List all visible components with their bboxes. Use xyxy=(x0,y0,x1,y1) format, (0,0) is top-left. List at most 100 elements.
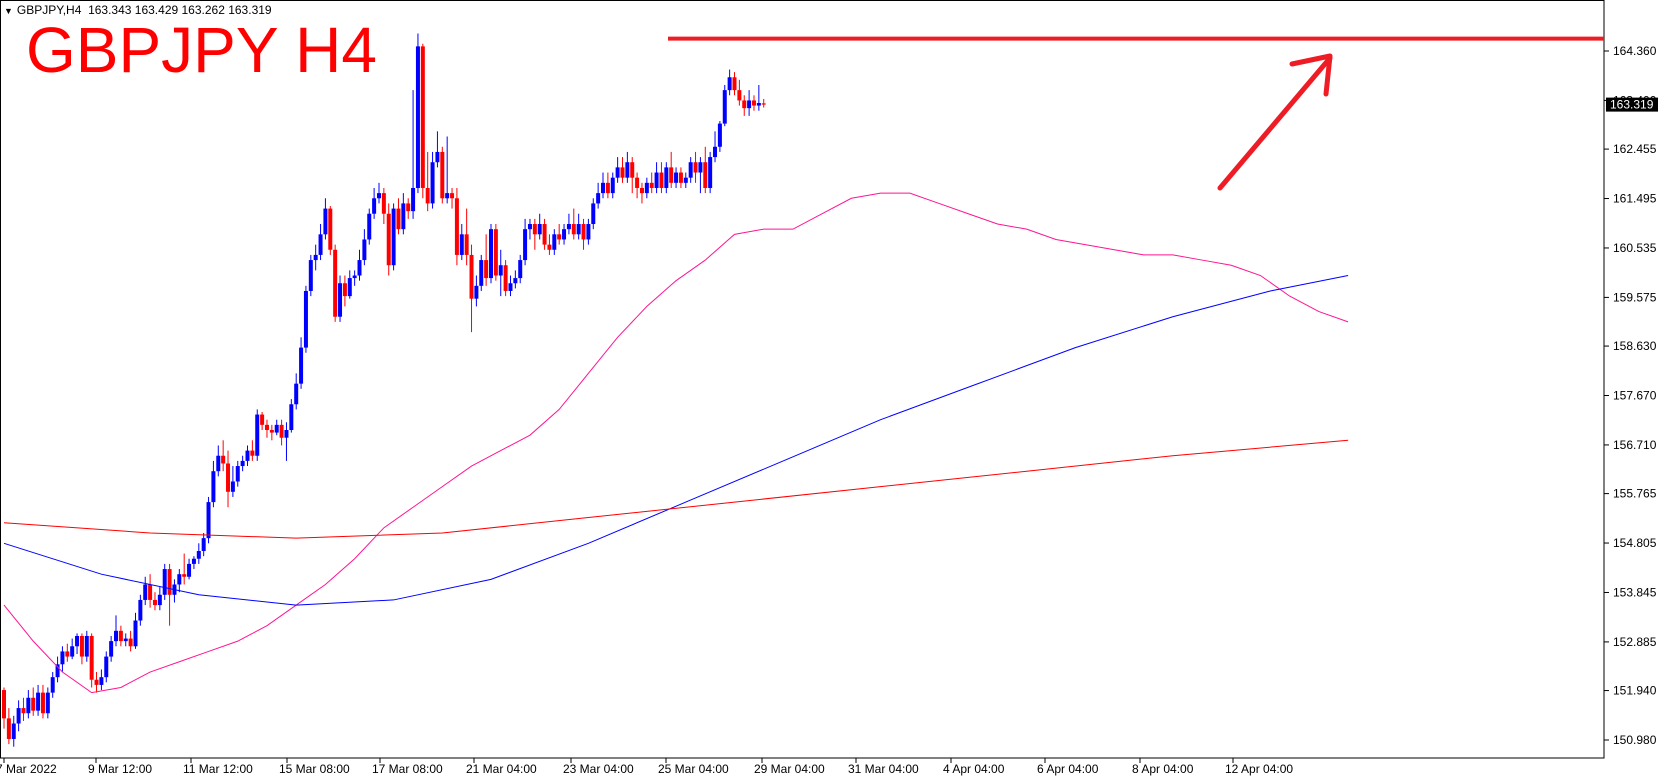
y-tick-label: 154.805 xyxy=(1613,536,1657,550)
candle-body xyxy=(323,208,328,235)
candle-body xyxy=(191,558,196,564)
candle-body xyxy=(376,193,381,199)
x-tick-label: 7 Mar 2022 xyxy=(0,762,57,776)
candle-body xyxy=(644,182,649,194)
candle-body xyxy=(338,283,343,317)
candle-body xyxy=(601,182,606,194)
candle-body xyxy=(557,234,562,240)
candle-body xyxy=(727,77,732,91)
candle-body xyxy=(250,450,255,456)
candle-body xyxy=(454,198,459,255)
candle-body xyxy=(138,599,143,621)
candle-body xyxy=(713,146,718,158)
ohlc-values: 163.343 163.429 163.262 163.319 xyxy=(88,3,272,17)
candle-body xyxy=(381,193,386,214)
candle-body xyxy=(2,690,6,719)
candle-body xyxy=(756,103,761,106)
candle-body xyxy=(6,718,11,739)
candle-body xyxy=(693,162,698,173)
candle-body xyxy=(152,599,157,606)
candle-body xyxy=(226,463,231,492)
candle-body xyxy=(65,651,70,657)
candle-body xyxy=(761,103,766,105)
candle-body xyxy=(274,424,279,433)
candle-body xyxy=(289,404,294,431)
y-tick-label: 155.765 xyxy=(1613,487,1657,501)
candle-body xyxy=(104,656,109,678)
candle-body xyxy=(571,224,576,235)
candle-body xyxy=(367,213,372,240)
candle-body xyxy=(581,224,586,240)
candle-body xyxy=(415,46,420,188)
candle-body xyxy=(479,260,484,286)
candle-body xyxy=(411,187,416,212)
candle-body xyxy=(708,157,713,188)
candle-body xyxy=(308,260,313,291)
candle-body xyxy=(406,203,411,212)
x-tick-label: 8 Apr 04:00 xyxy=(1132,762,1194,776)
candle-body xyxy=(303,290,308,348)
x-tick-label: 21 Mar 04:00 xyxy=(466,762,537,776)
candle-body xyxy=(79,635,84,657)
candle-body xyxy=(703,162,708,188)
candle-body xyxy=(605,182,610,194)
candle-body xyxy=(527,224,532,230)
symbol-timeframe: GBPJPY,H4 xyxy=(16,3,82,17)
plot-border xyxy=(0,0,1605,759)
candle-body xyxy=(654,172,659,188)
candle-body xyxy=(464,234,469,255)
candle-body xyxy=(187,563,192,577)
candle-body xyxy=(391,208,396,266)
candle-body xyxy=(532,224,537,235)
candle-body xyxy=(362,239,367,261)
candle-body xyxy=(401,203,406,230)
candle-body xyxy=(206,502,211,539)
candle-body xyxy=(386,213,391,266)
x-tick-label: 12 Apr 04:00 xyxy=(1225,762,1293,776)
candle-body xyxy=(128,638,133,647)
candle-body xyxy=(674,172,679,183)
candle-body xyxy=(596,193,601,204)
candle-body xyxy=(523,229,528,261)
x-tick-label: 31 Mar 04:00 xyxy=(848,762,919,776)
candle-body xyxy=(16,708,21,724)
candle-body xyxy=(26,697,31,714)
candle-body xyxy=(318,234,323,255)
candle-body xyxy=(70,646,75,657)
candle-body xyxy=(182,574,187,577)
dropdown-triangle-icon[interactable]: ▼ xyxy=(4,6,13,16)
candle-body xyxy=(148,584,153,600)
y-tick-label: 161.495 xyxy=(1613,192,1657,206)
current-price-label: 163.319 xyxy=(1610,98,1654,112)
candle-body xyxy=(635,177,640,188)
candle-body xyxy=(133,620,138,647)
candle-body xyxy=(162,569,167,595)
y-tick-label: 153.845 xyxy=(1613,585,1657,599)
candle-body xyxy=(742,100,747,109)
candle-body xyxy=(484,260,489,279)
candle-body xyxy=(430,162,435,204)
candle-body xyxy=(630,162,635,178)
candle-body xyxy=(11,723,16,739)
candle-body xyxy=(342,283,347,297)
candle-body xyxy=(216,455,221,472)
y-tick-label: 151.940 xyxy=(1613,684,1657,698)
candle-body xyxy=(60,651,65,665)
candle-body xyxy=(230,481,235,492)
candle-body xyxy=(503,265,508,291)
candle-body xyxy=(537,224,542,235)
candle-body xyxy=(615,167,620,178)
candle-body xyxy=(260,414,265,425)
candle-body xyxy=(201,538,206,552)
symbol-info-bar: ▼ GBPJPY,H4 163.343 163.429 163.262 163.3… xyxy=(4,3,272,17)
candle-body xyxy=(352,275,357,279)
x-tick-label: 9 Mar 12:00 xyxy=(88,762,152,776)
y-tick-label: 162.455 xyxy=(1613,142,1657,156)
candle-body xyxy=(489,229,493,279)
current-price-box xyxy=(1606,97,1658,112)
candle-body xyxy=(498,265,503,276)
candle-body xyxy=(157,594,162,606)
candle-body xyxy=(518,260,523,279)
